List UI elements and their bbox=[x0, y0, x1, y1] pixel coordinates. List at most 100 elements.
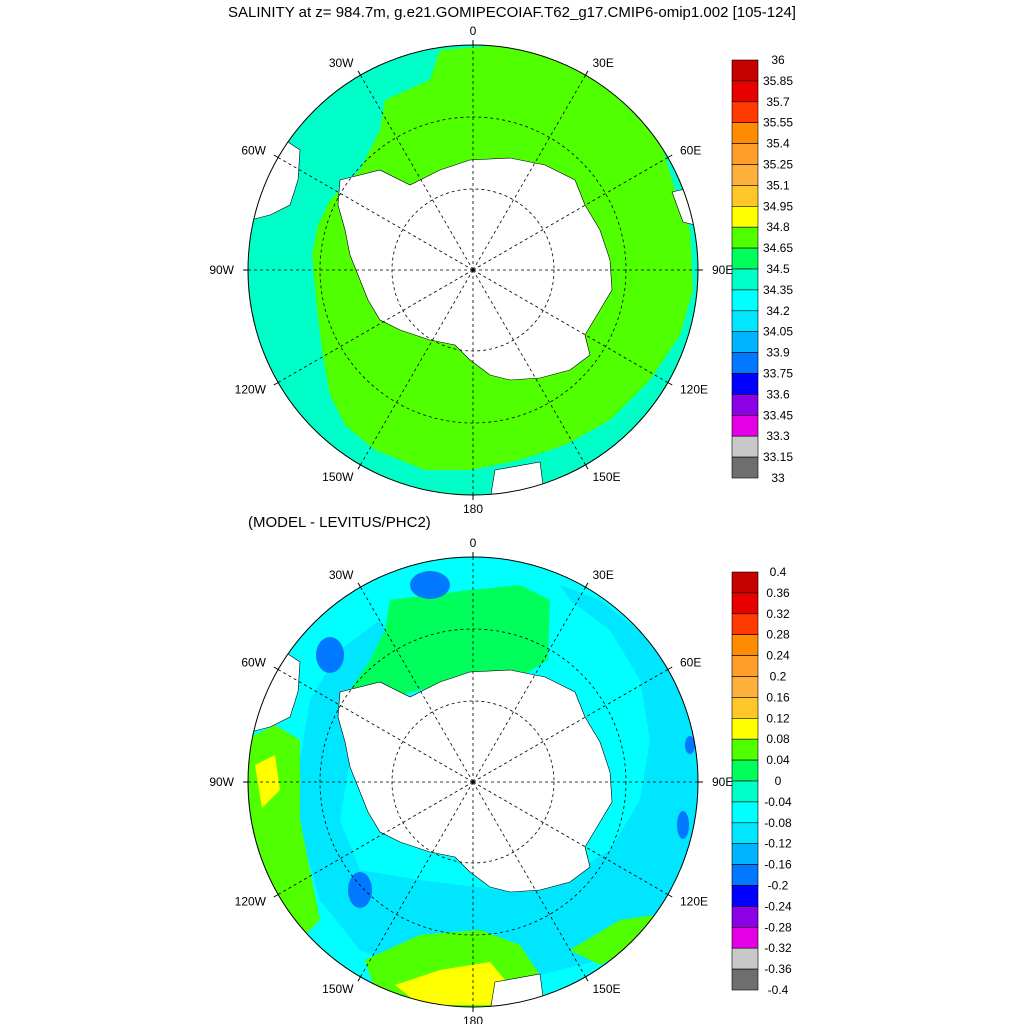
meridian-tick bbox=[667, 382, 673, 386]
colorbar-label: -0.32 bbox=[764, 941, 792, 955]
colorbar-swatch bbox=[731, 101, 759, 124]
colorbar-label: -0.4 bbox=[768, 983, 789, 997]
longitude-label: 30W bbox=[329, 56, 354, 70]
colorbar-label: -0.28 bbox=[764, 920, 792, 934]
longitude-label: 120E bbox=[680, 895, 708, 909]
meridian-line bbox=[472, 669, 669, 783]
graticule bbox=[243, 552, 703, 1012]
meridian-tick bbox=[273, 154, 279, 158]
meridian-tick bbox=[585, 464, 589, 470]
colorbar-swatch bbox=[731, 738, 759, 761]
colorbar-swatch bbox=[731, 592, 759, 615]
meridian-line bbox=[360, 269, 474, 466]
colorbar-label: 34.8 bbox=[766, 220, 790, 234]
meridian-tick bbox=[585, 582, 589, 588]
colorbar-swatch bbox=[731, 676, 759, 698]
longitude-label: 90W bbox=[209, 263, 234, 277]
longitude-label: 0 bbox=[470, 536, 477, 550]
meridian-tick bbox=[667, 666, 673, 670]
longitude-label: 150W bbox=[322, 982, 354, 996]
colorbar-label: 0.08 bbox=[766, 732, 790, 746]
colorbar-swatch bbox=[731, 331, 759, 353]
meridian-line bbox=[360, 586, 474, 783]
colorbar-label: 34.65 bbox=[763, 241, 793, 255]
low-anomaly-east bbox=[677, 811, 689, 839]
difference-colorbar: 0.4 0.36 0.32 0.28 0.24 0.2 0.16 0.12 0.08 0.04 0 -… bbox=[731, 565, 792, 997]
meridian-line bbox=[472, 269, 669, 383]
colorbar-label: 35.7 bbox=[766, 95, 790, 109]
longitude-label: 120E bbox=[680, 383, 708, 397]
colorbar-label: -0.2 bbox=[768, 879, 789, 893]
colorbar-swatch bbox=[731, 289, 759, 312]
colorbar-swatch bbox=[731, 571, 759, 594]
longitude-label: 60E bbox=[680, 144, 701, 158]
meridian-line bbox=[472, 781, 669, 895]
colorbar-swatch bbox=[731, 801, 759, 824]
colorbar-label: 33.75 bbox=[763, 367, 793, 381]
meridian-tick bbox=[273, 666, 279, 670]
longitude-label: 30W bbox=[329, 568, 354, 582]
colorbar-swatch bbox=[731, 226, 759, 249]
longitude-labels: 0 30E 60E 90E 120E 150E 180 150W 120W 90W 60W 30W bbox=[209, 24, 733, 516]
colorbar-swatch bbox=[731, 759, 759, 782]
colorbar-swatch bbox=[731, 394, 759, 416]
longitude-label: 90E bbox=[712, 775, 733, 789]
colorbar-label: 0 bbox=[775, 774, 782, 788]
pacific-high-anomaly bbox=[255, 755, 280, 808]
graticule bbox=[243, 40, 703, 500]
low-anomaly-northeast bbox=[685, 736, 695, 754]
meridian-line bbox=[472, 781, 586, 978]
colorbar-label: 0.36 bbox=[766, 586, 790, 600]
colorbar-label: 35.1 bbox=[766, 178, 790, 192]
longitude-label: 30E bbox=[593, 56, 614, 70]
colorbar-swatch bbox=[731, 122, 759, 144]
longitude-label: 90W bbox=[209, 775, 234, 789]
meridian-line bbox=[277, 669, 474, 783]
meridian-line bbox=[277, 269, 474, 383]
colorbar-label: -0.24 bbox=[764, 899, 792, 913]
colorbar-swatch bbox=[731, 864, 759, 886]
salinity-polar-map: 0 30E 60E 90E 120E 150E 180 150W 120W 90W 60W 30W bbox=[209, 24, 733, 516]
colorbar-swatch bbox=[731, 885, 759, 907]
colorbar-swatch bbox=[731, 697, 759, 719]
meridian-line bbox=[277, 781, 474, 895]
colorbar-label: 35.85 bbox=[763, 74, 793, 88]
low-anomaly-north bbox=[410, 571, 450, 599]
meridian-line bbox=[472, 74, 586, 271]
low-anomaly-west bbox=[316, 637, 344, 673]
colorbar-label: 0.24 bbox=[766, 649, 790, 663]
colorbar-label: -0.16 bbox=[764, 858, 792, 872]
colorbar-swatch bbox=[731, 435, 759, 458]
colorbar-label: 34.5 bbox=[766, 262, 790, 276]
meridian-tick bbox=[357, 582, 361, 588]
longitude-label: 0 bbox=[470, 24, 477, 38]
colorbar-label: 0.4 bbox=[770, 565, 787, 579]
coastal-negative-zone bbox=[300, 585, 698, 980]
colorbar-swatch bbox=[731, 968, 759, 991]
longitude-label: 180 bbox=[463, 1014, 483, 1024]
meridian-line bbox=[472, 157, 669, 271]
longitude-label: 150W bbox=[322, 470, 354, 484]
colorbar-swatch bbox=[731, 185, 759, 207]
longitude-label: 150E bbox=[593, 470, 621, 484]
colorbar-swatch bbox=[731, 143, 759, 165]
longitude-label: 60W bbox=[241, 656, 266, 670]
colorbar-swatch bbox=[731, 947, 759, 970]
colorbar-label: 34.05 bbox=[763, 325, 793, 339]
colorbar-swatch bbox=[731, 268, 759, 291]
meridian-tick bbox=[357, 464, 361, 470]
colorbar-label: 36 bbox=[771, 53, 785, 67]
low-anomaly-southwest bbox=[348, 872, 372, 908]
colorbar-label: 0.2 bbox=[770, 670, 787, 684]
meridian-line bbox=[360, 781, 474, 978]
colorbar-swatch bbox=[731, 780, 759, 803]
meridian-line bbox=[277, 157, 474, 271]
meridian-tick bbox=[667, 894, 673, 898]
meridian-tick bbox=[273, 382, 279, 386]
colorbar-swatch bbox=[731, 80, 759, 103]
figure-title: SALINITY at z= 984.7m, g.e21.GOMIPECOIAF… bbox=[228, 4, 796, 21]
colorbar-swatch bbox=[731, 414, 759, 437]
colorbar-swatch bbox=[731, 164, 759, 186]
colorbar-swatch bbox=[731, 247, 759, 270]
colorbar-label: 33.6 bbox=[766, 387, 790, 401]
